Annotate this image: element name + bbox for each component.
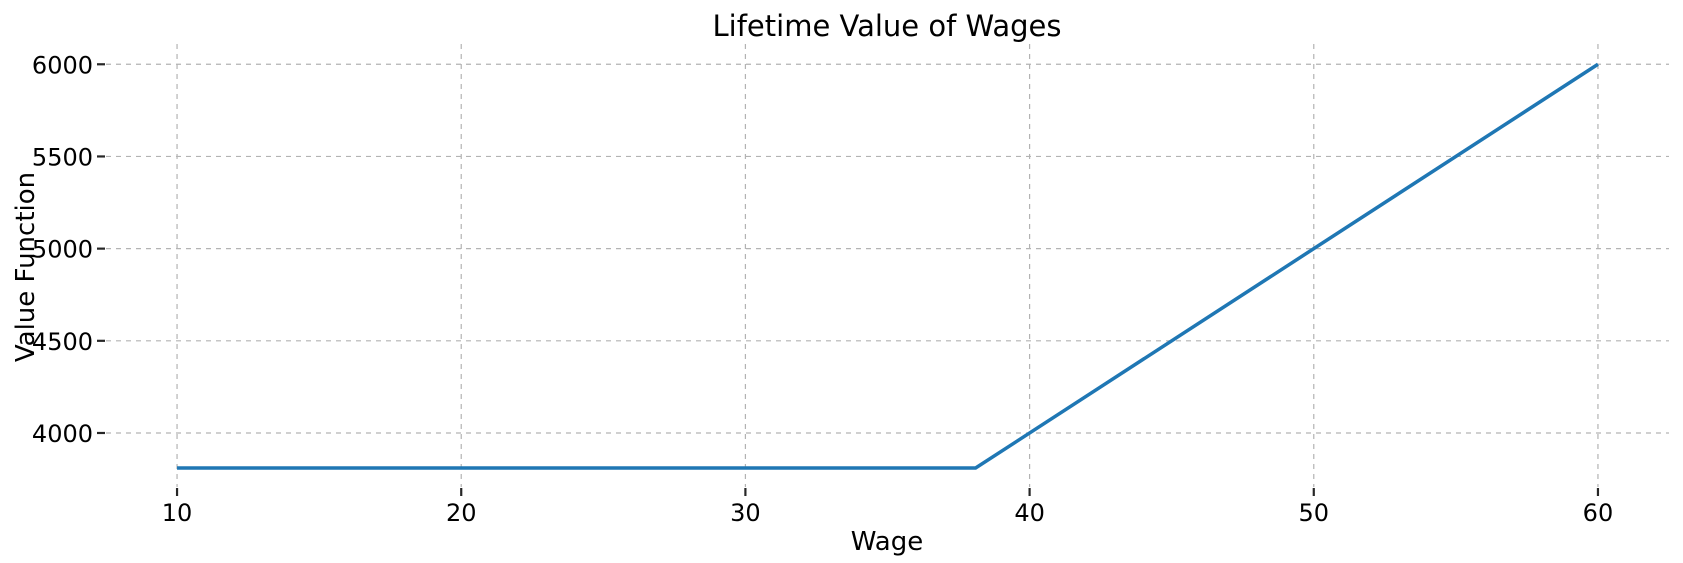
- y-tick-label: 5500: [32, 143, 93, 171]
- x-axis-label: Wage: [850, 527, 924, 557]
- chart-title: Lifetime Value of Wages: [712, 9, 1062, 43]
- x-tick-label: 60: [1583, 499, 1614, 527]
- axis-ticks: [97, 63, 1600, 496]
- x-tick-label: 10: [162, 499, 193, 527]
- y-tick-label: 6000: [32, 51, 93, 79]
- y-tick-label: 4500: [32, 328, 93, 356]
- y-axis-label: Value Function: [11, 171, 41, 363]
- y-tick-label: 4000: [32, 420, 93, 448]
- x-tick-label: 30: [730, 499, 761, 527]
- series-lines: [177, 62, 1599, 470]
- x-tick-label: 20: [446, 499, 477, 527]
- gridlines: [106, 44, 1669, 487]
- value-function-line: [177, 62, 1599, 470]
- x-tick-label: 40: [1014, 499, 1045, 527]
- x-tick-label: 50: [1298, 499, 1329, 527]
- tick-labels: 10 20 30 40 50 60 4000 4500 5000 5500 6000: [32, 51, 1613, 527]
- y-tick-label: 5000: [32, 236, 93, 264]
